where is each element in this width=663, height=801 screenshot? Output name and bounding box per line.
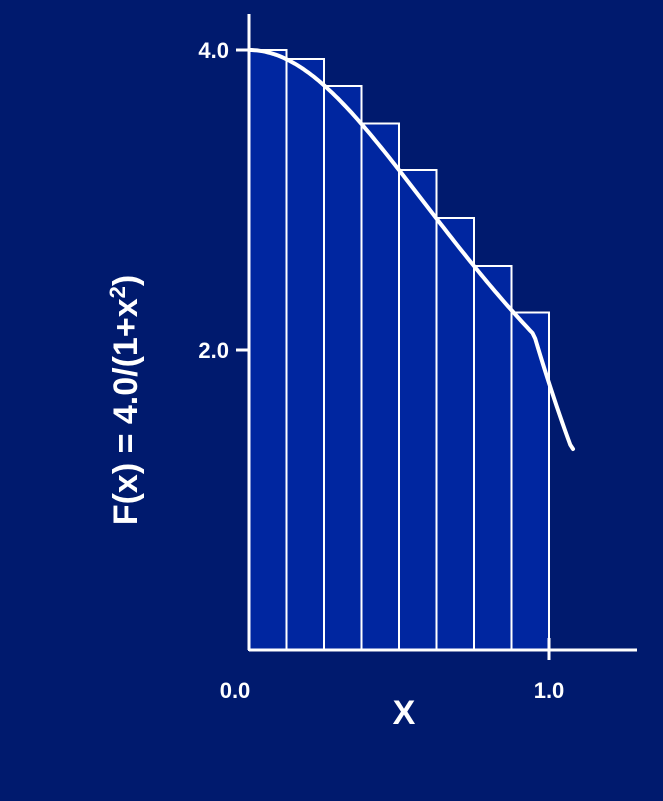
y-axis-label-end: ) xyxy=(107,275,145,286)
bar-7 xyxy=(473,265,513,651)
y-axis-label-sup: 2 xyxy=(105,286,130,298)
axes-layer xyxy=(247,14,637,652)
bar-6 xyxy=(435,217,475,651)
bars-layer xyxy=(248,49,550,651)
bar-1 xyxy=(248,49,288,651)
y-axis-label: F(x) = 4.0/(1+x2) xyxy=(105,275,145,525)
function-curve xyxy=(247,48,575,451)
x-axis-label: X xyxy=(393,694,416,732)
ticks-layer: 2.0 4.0 0.0 1.0 xyxy=(198,38,564,703)
y-axis-label-main: F(x) = 4.0/(1+x xyxy=(107,298,145,525)
y-tick-label-1: 2.0 xyxy=(198,338,229,363)
bar-4 xyxy=(360,122,400,651)
bar-5 xyxy=(398,169,438,651)
bar-2 xyxy=(285,58,325,651)
y-tick-label-2: 4.0 xyxy=(198,38,229,63)
x-tick-label-1: 0.0 xyxy=(220,678,251,703)
curve-layer xyxy=(247,48,575,451)
x-tick-label-2: 1.0 xyxy=(534,678,565,703)
bar-3 xyxy=(323,85,363,651)
